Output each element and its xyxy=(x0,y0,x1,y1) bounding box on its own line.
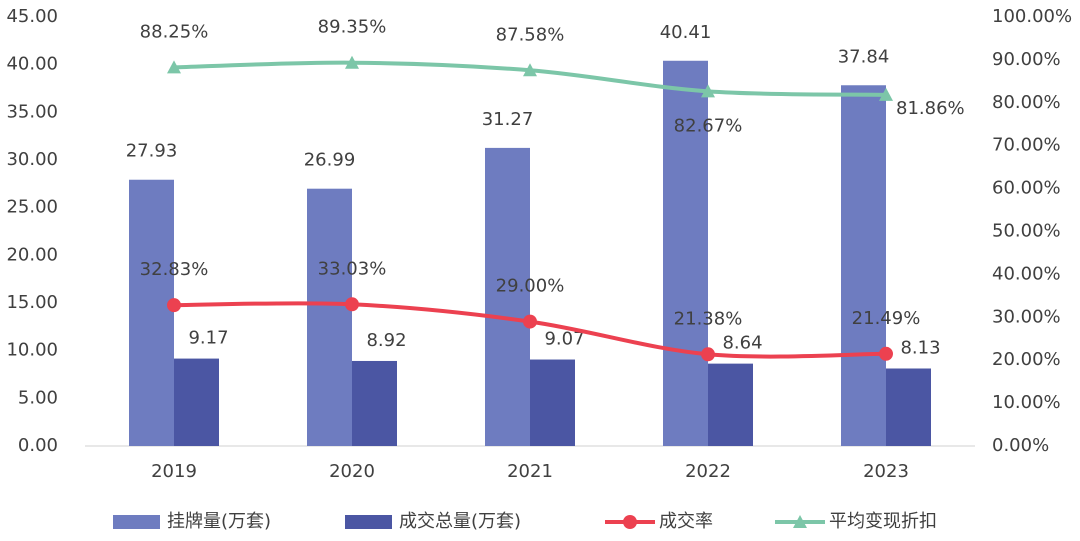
bar xyxy=(174,358,219,446)
y-tick-label: 35.00 xyxy=(6,101,58,122)
y2-tick-label: 30.00% xyxy=(992,306,1061,327)
y-tick-label: 30.00 xyxy=(6,149,58,170)
bar xyxy=(485,147,530,446)
bar-value-label: 8.13 xyxy=(900,337,940,358)
y2-tick-label: 70.00% xyxy=(992,135,1061,156)
bar xyxy=(841,85,886,446)
y2-tick-label: 20.00% xyxy=(992,349,1061,370)
bar-value-label: 37.84 xyxy=(838,46,890,67)
y2-tick-label: 60.00% xyxy=(992,178,1061,199)
line-value-label: 82.67% xyxy=(674,115,743,136)
y2-tick-label: 0.00% xyxy=(992,435,1049,456)
line-value-label: 87.58% xyxy=(496,24,565,45)
line-value-label: 21.38% xyxy=(674,308,743,329)
y2-tick-label: 90.00% xyxy=(992,49,1061,70)
y-tick-label: 45.00 xyxy=(6,6,58,27)
legend-marker xyxy=(793,515,807,528)
legend-label: 成交总量(万套) xyxy=(399,511,521,532)
legend-label: 挂牌量(万套) xyxy=(167,511,271,532)
y-tick-label: 40.00 xyxy=(6,54,58,75)
bar xyxy=(307,188,352,447)
y2-tick-label: 50.00% xyxy=(992,221,1061,242)
bar xyxy=(886,368,931,446)
legend-label: 平均变现折扣 xyxy=(829,511,937,532)
bar-value-label: 8.64 xyxy=(722,333,762,354)
bar-value-label: 40.41 xyxy=(660,22,712,43)
y2-tick-label: 40.00% xyxy=(992,263,1061,284)
marker xyxy=(167,60,181,74)
bar xyxy=(129,179,174,446)
bar-value-label: 8.92 xyxy=(366,330,406,351)
bar-value-label: 9.07 xyxy=(544,329,584,350)
bar-value-label: 26.99 xyxy=(304,150,356,171)
y-tick-label: 0.00 xyxy=(18,435,58,456)
x-tick-label: 2023 xyxy=(863,461,909,482)
y-tick-label: 10.00 xyxy=(6,340,58,361)
y-tick-label: 5.00 xyxy=(18,387,58,408)
marker xyxy=(167,298,181,313)
marker xyxy=(879,87,893,101)
marker xyxy=(345,297,359,312)
marker xyxy=(523,314,537,329)
x-tick-label: 2020 xyxy=(329,461,375,482)
line-value-label: 88.25% xyxy=(140,21,209,42)
x-tick-label: 2021 xyxy=(507,461,553,482)
legend-swatch xyxy=(345,515,392,529)
line-value-label: 29.00% xyxy=(496,276,565,297)
x-tick-label: 2019 xyxy=(151,461,197,482)
bar-value-label: 9.17 xyxy=(188,328,228,349)
y2-tick-label: 80.00% xyxy=(992,92,1061,113)
bar xyxy=(530,359,575,446)
bar xyxy=(663,60,708,447)
y-tick-label: 20.00 xyxy=(6,244,58,265)
legend-label: 成交率 xyxy=(659,511,713,532)
x-tick-label: 2022 xyxy=(685,461,731,482)
bar-value-label: 31.27 xyxy=(482,109,534,130)
marker xyxy=(879,346,893,361)
y-tick-label: 25.00 xyxy=(6,197,58,218)
bar-value-label: 27.93 xyxy=(126,141,178,162)
legend-marker xyxy=(623,515,637,529)
line-value-label: 32.83% xyxy=(140,259,209,280)
marker xyxy=(701,84,715,98)
line-value-label: 81.86% xyxy=(896,98,965,119)
line-value-label: 33.03% xyxy=(318,258,387,279)
marker xyxy=(701,347,715,362)
marker xyxy=(523,63,537,77)
y2-tick-label: 10.00% xyxy=(992,392,1061,413)
legend-swatch xyxy=(113,515,160,529)
line-value-label: 89.35% xyxy=(318,17,387,38)
bar xyxy=(352,360,397,446)
y2-tick-label: 100.00% xyxy=(992,6,1072,27)
line-value-label: 21.49% xyxy=(852,308,921,329)
y-tick-label: 15.00 xyxy=(6,292,58,313)
marker xyxy=(345,55,359,69)
bar xyxy=(708,363,753,446)
